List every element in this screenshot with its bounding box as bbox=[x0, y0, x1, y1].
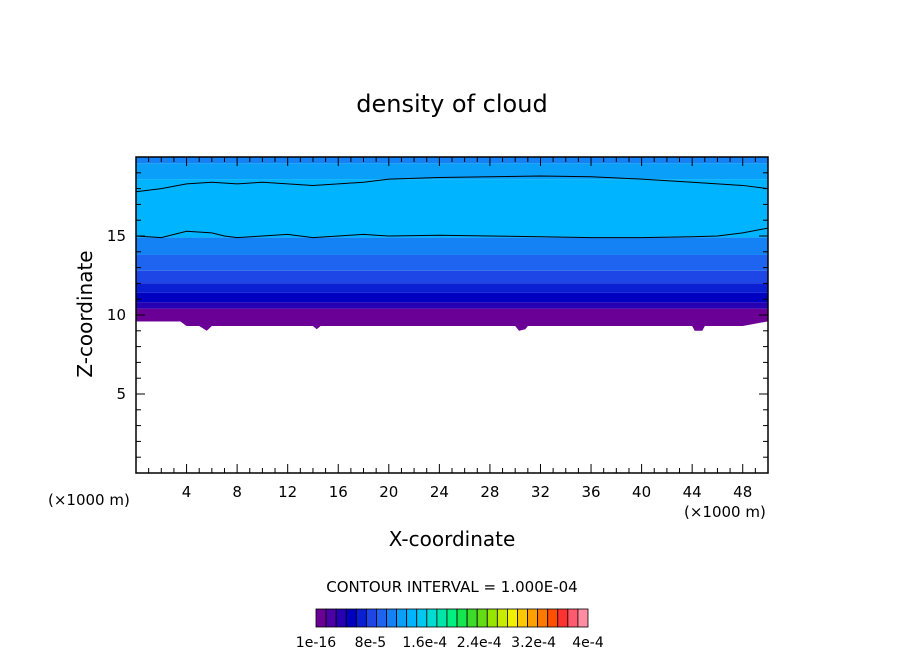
colorbar-swatch bbox=[507, 608, 518, 628]
x-tick-label: 32 bbox=[531, 483, 550, 501]
colorbar-swatch bbox=[335, 608, 347, 628]
colorbar-swatch bbox=[426, 608, 438, 628]
colorbar-swatch bbox=[325, 608, 337, 628]
x-tick-label: 4 bbox=[182, 483, 192, 501]
colorbar-swatch bbox=[376, 608, 387, 628]
colorbar-swatch bbox=[315, 608, 327, 628]
x-tick-label: 48 bbox=[733, 483, 752, 501]
colorbar-swatch bbox=[365, 608, 377, 628]
colorbar-tick-label: 1e-16 bbox=[296, 635, 336, 651]
colorbar-tick-label: 2.4e-4 bbox=[457, 635, 502, 651]
colorbar-labels: 1e-16 8e-5 1.6e-4 2.4e-4 3.2e-4 4e-4 bbox=[296, 635, 604, 651]
x-tick-label: 28 bbox=[480, 483, 499, 501]
contour-interval-label: CONTOUR INTERVAL = 1.000E-04 bbox=[326, 578, 577, 596]
colorbar-swatch bbox=[486, 608, 498, 628]
y-tick-label: 15 bbox=[107, 227, 126, 245]
colorbar-swatch bbox=[396, 608, 408, 628]
contour-lines bbox=[136, 175, 768, 239]
colorbar-swatch bbox=[567, 608, 579, 628]
x-tick-label: 36 bbox=[581, 483, 600, 501]
colorbar-swatch bbox=[406, 608, 418, 628]
contour-band-5 bbox=[136, 254, 768, 271]
y-tick-label: 10 bbox=[107, 306, 126, 324]
x-tick-label: 12 bbox=[278, 483, 297, 501]
colorbar-tick-label: 8e-5 bbox=[355, 635, 386, 651]
colorbar-swatch bbox=[527, 608, 539, 628]
cloud-base-fringe bbox=[136, 315, 768, 331]
x-tick-label: 20 bbox=[379, 483, 398, 501]
colorbar-swatch bbox=[446, 608, 458, 628]
contour-band-7 bbox=[136, 179, 768, 238]
x-tick-label: 40 bbox=[632, 483, 651, 501]
colorbar-swatch bbox=[476, 608, 488, 628]
contour-line-lower bbox=[136, 227, 768, 239]
y-axis-title: Z-coordinate bbox=[73, 250, 97, 377]
x-tick-label: 44 bbox=[683, 483, 702, 501]
colorbar-swatch bbox=[355, 608, 367, 628]
x-tick-label: 8 bbox=[232, 483, 242, 501]
colorbar-swatch bbox=[496, 608, 508, 628]
x-axis-title: X-coordinate bbox=[389, 527, 516, 551]
colorbar-tick-label: 1.6e-4 bbox=[402, 635, 447, 651]
x-unit-label: (×1000 m) bbox=[684, 503, 766, 521]
colorbar-swatch bbox=[456, 608, 468, 628]
colorbar-swatch bbox=[517, 608, 528, 628]
z-unit-label: (×1000 m) bbox=[48, 491, 130, 509]
colorbar-tick-label: 4e-4 bbox=[572, 635, 604, 651]
x-tick-label: 16 bbox=[329, 483, 348, 501]
colorbar-swatch bbox=[537, 608, 549, 628]
colorbar-swatch bbox=[466, 608, 478, 628]
colorbar-swatch bbox=[345, 608, 357, 628]
colorbar-swatch bbox=[547, 608, 559, 628]
colorbar-swatch bbox=[557, 608, 569, 628]
contour-band-1 bbox=[136, 302, 768, 309]
contour-band-6 bbox=[136, 237, 768, 255]
chart-title: density of cloud bbox=[356, 90, 547, 118]
contour-band-4 bbox=[136, 270, 768, 284]
contour-band-3 bbox=[136, 283, 768, 293]
colorbar-swatch bbox=[386, 608, 397, 628]
colorbar-swatch bbox=[577, 608, 589, 628]
contour-band-8 bbox=[136, 163, 768, 180]
colorbar-swatch bbox=[436, 608, 448, 628]
contour-line-upper bbox=[136, 175, 768, 193]
colorbar-swatch bbox=[416, 608, 428, 628]
colorbar-tick-label: 3.2e-4 bbox=[511, 635, 556, 651]
contour-band-2 bbox=[136, 292, 768, 303]
x-tick-label: 24 bbox=[430, 483, 449, 501]
y-tick-label: 5 bbox=[116, 385, 126, 403]
colorbar bbox=[315, 608, 589, 628]
